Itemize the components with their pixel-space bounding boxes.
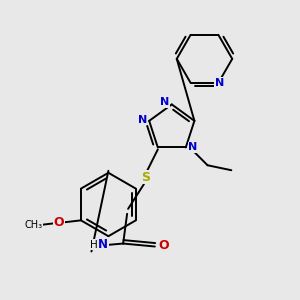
Text: H: H <box>89 239 97 250</box>
Text: O: O <box>158 239 169 252</box>
Text: S: S <box>141 171 150 184</box>
Text: N: N <box>215 78 224 88</box>
Text: O: O <box>54 216 64 229</box>
Text: N: N <box>160 98 170 107</box>
Text: N: N <box>188 142 197 152</box>
Text: N: N <box>98 238 108 251</box>
Text: N: N <box>138 115 147 125</box>
Text: CH₃: CH₃ <box>24 220 42 230</box>
